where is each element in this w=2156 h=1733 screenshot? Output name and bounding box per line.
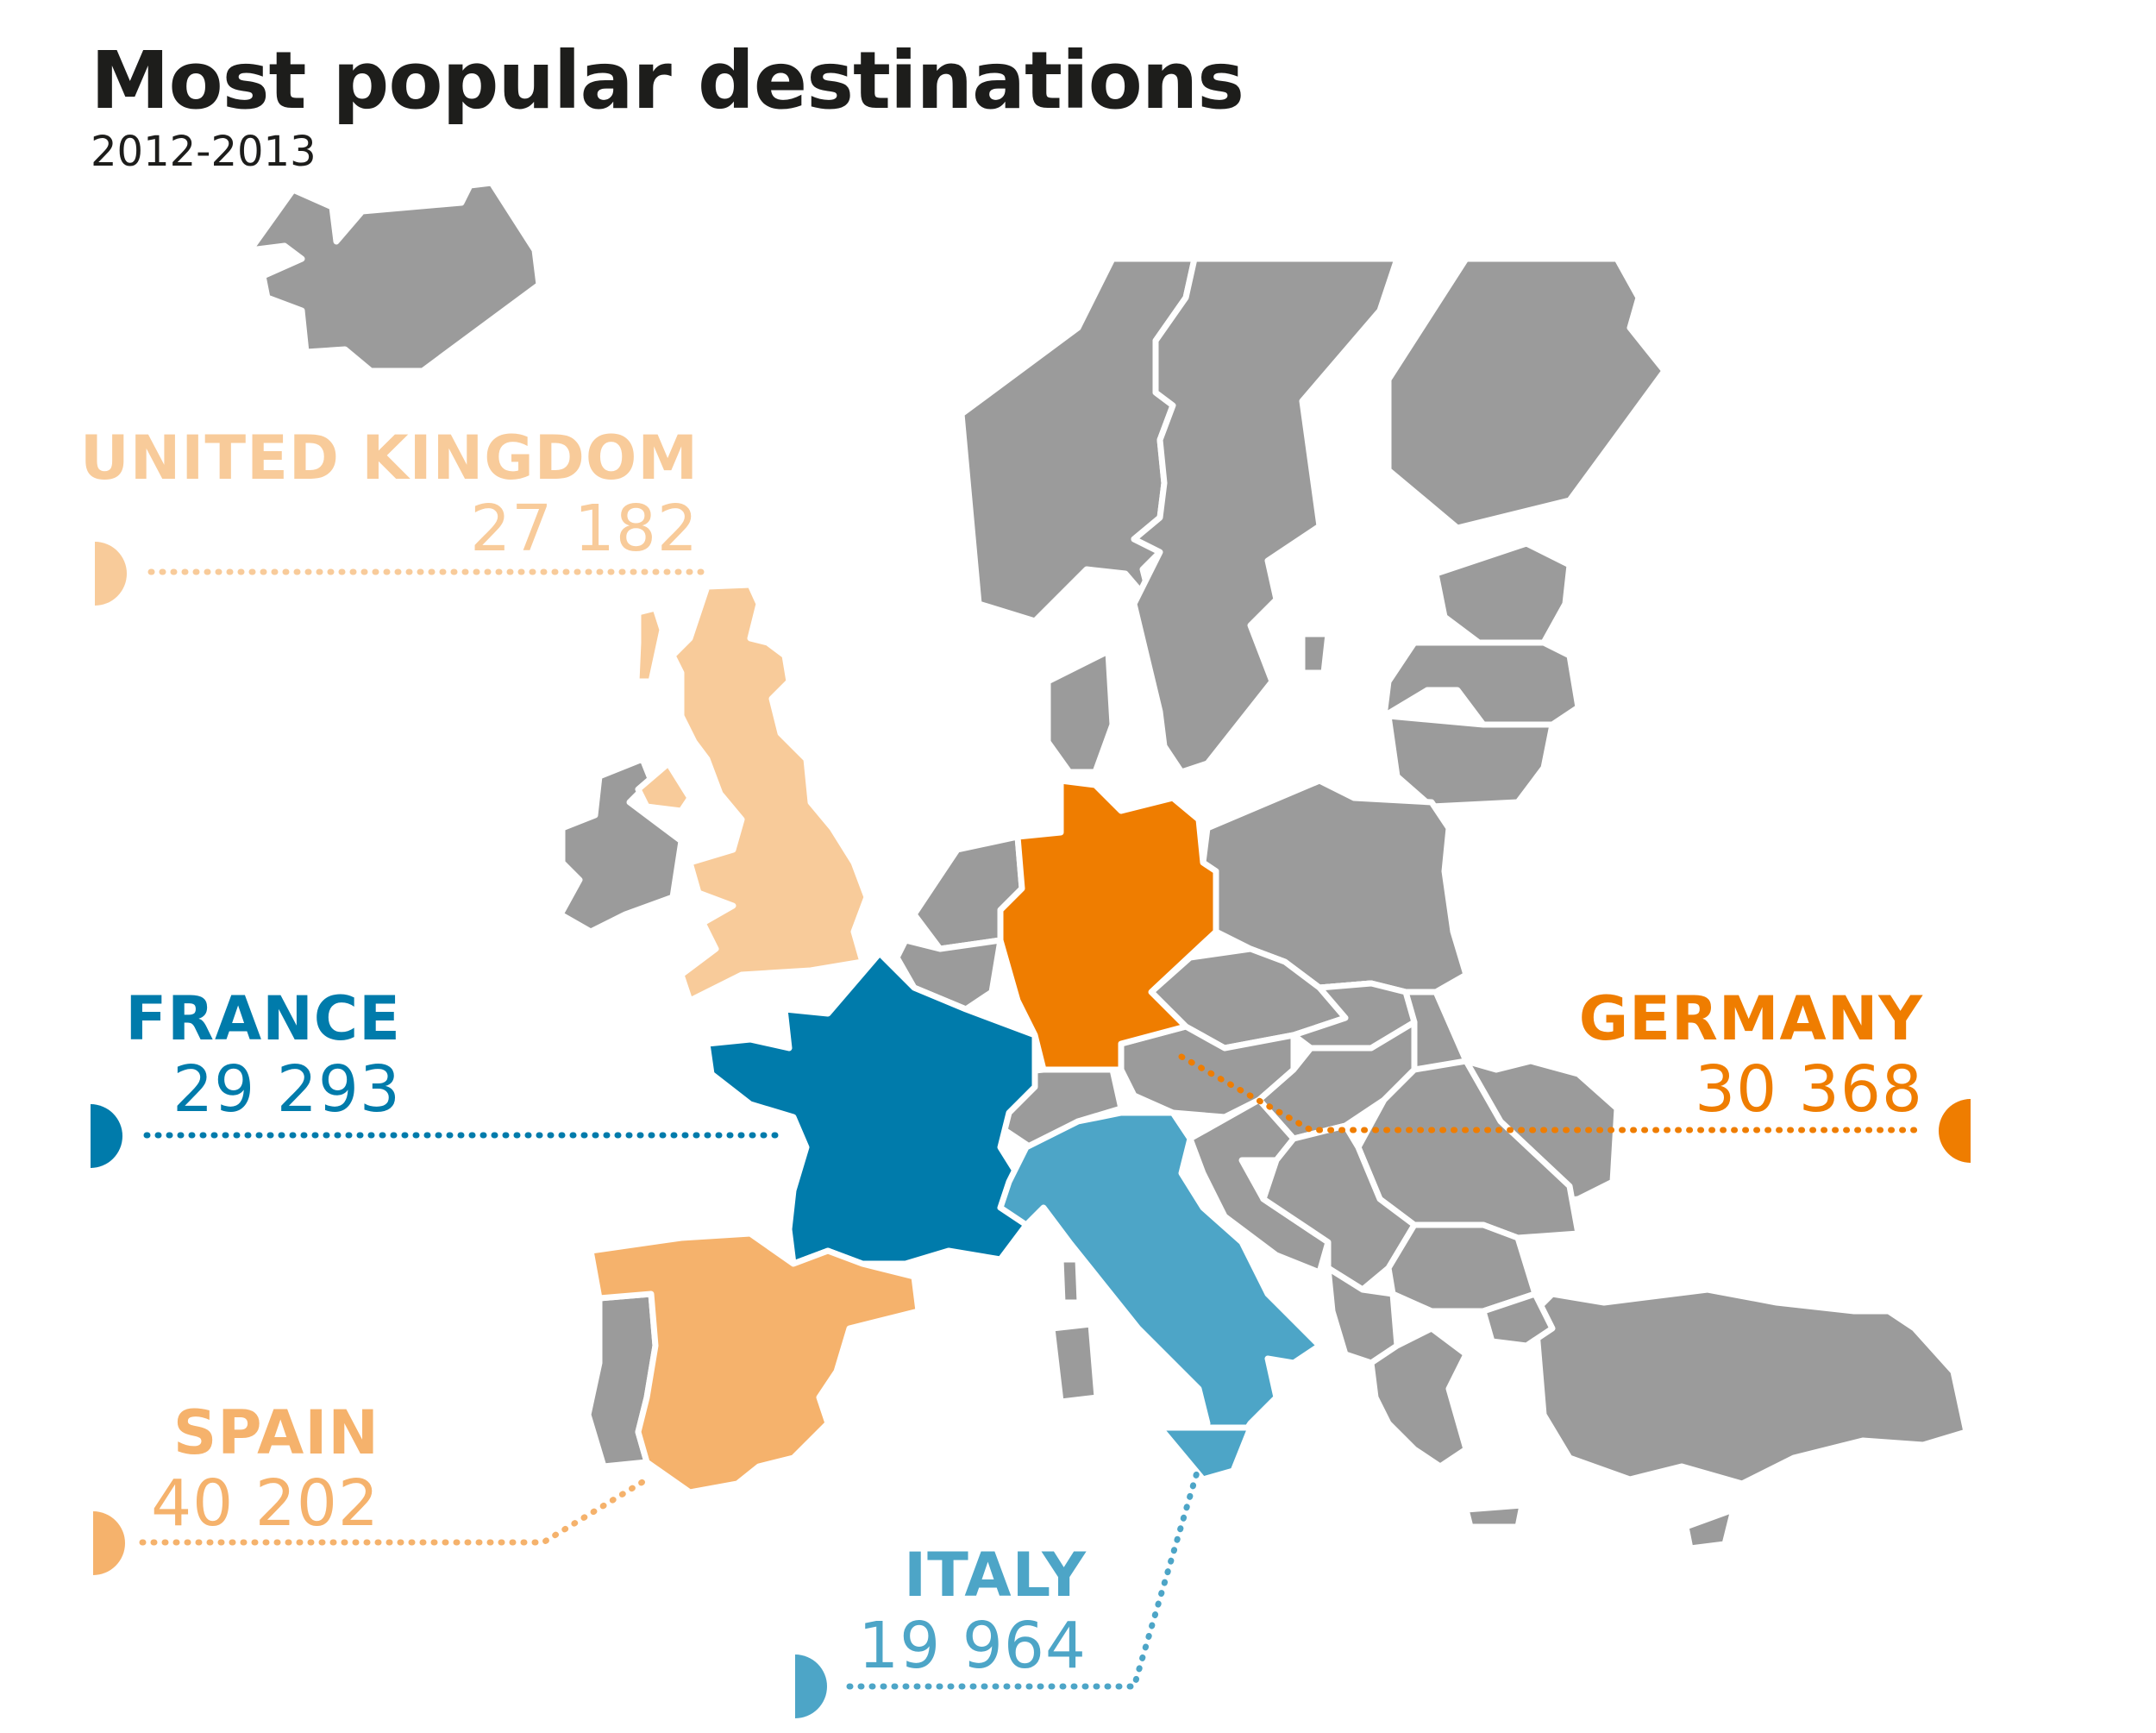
sardinia bbox=[1049, 1321, 1100, 1405]
label-germany: GERMANY 30 368 bbox=[1579, 983, 1923, 1125]
label-france: FRANCE 29 293 bbox=[125, 983, 401, 1125]
marker-italy bbox=[795, 1655, 827, 1718]
label-italy-name: ITALY bbox=[904, 1540, 1087, 1611]
marker-united-kingdom bbox=[95, 542, 127, 606]
lithuania bbox=[1385, 713, 1556, 810]
label-germany-value: 30 368 bbox=[1695, 1052, 1923, 1127]
cyprus bbox=[1683, 1506, 1737, 1552]
marker-germany bbox=[1939, 1099, 1971, 1163]
denmark bbox=[1044, 648, 1116, 775]
page-subtitle: 2012-2013 bbox=[91, 128, 317, 176]
sicily bbox=[1156, 1424, 1254, 1483]
greece bbox=[1368, 1325, 1470, 1470]
marker-france bbox=[91, 1104, 122, 1168]
label-spain-name: SPAIN bbox=[172, 1397, 379, 1468]
northern-ireland bbox=[635, 760, 693, 814]
estonia bbox=[1432, 540, 1573, 646]
label-germany-name: GERMANY bbox=[1578, 983, 1923, 1054]
label-italy: ITALY 19 964 bbox=[858, 1540, 1087, 1681]
marker-spain bbox=[93, 1511, 125, 1575]
spain bbox=[587, 1230, 922, 1496]
united-kingdom bbox=[669, 581, 870, 1004]
latvia bbox=[1381, 639, 1582, 728]
germany bbox=[997, 777, 1219, 1073]
belgium bbox=[893, 937, 1004, 1013]
scotland-isles bbox=[633, 605, 666, 685]
connector-italy bbox=[846, 1463, 1202, 1690]
crete bbox=[1463, 1502, 1526, 1530]
label-italy-value: 19 964 bbox=[858, 1609, 1087, 1683]
label-spain: SPAIN 40 202 bbox=[151, 1397, 379, 1539]
label-spain-value: 40 202 bbox=[151, 1466, 379, 1541]
label-united-kingdom: UNITED KINGDOM 27 182 bbox=[80, 423, 699, 564]
france bbox=[704, 950, 1038, 1267]
label-united-kingdom-name: UNITED KINGDOM bbox=[79, 423, 699, 493]
label-france-value: 29 293 bbox=[172, 1052, 401, 1127]
sweden bbox=[1131, 255, 1401, 775]
label-united-kingdom-value: 27 182 bbox=[470, 492, 699, 566]
connector-germany bbox=[1178, 1053, 1922, 1133]
iceland bbox=[247, 179, 542, 374]
turkey bbox=[1532, 1286, 1970, 1487]
turkey-thrace bbox=[1480, 1290, 1556, 1349]
label-france-name: FRANCE bbox=[125, 983, 401, 1054]
gotland bbox=[1299, 631, 1332, 676]
connector-spain bbox=[139, 1476, 650, 1546]
finland bbox=[1385, 255, 1668, 531]
corsica bbox=[1057, 1256, 1083, 1306]
page-title: Most popular destinations bbox=[91, 35, 1244, 127]
